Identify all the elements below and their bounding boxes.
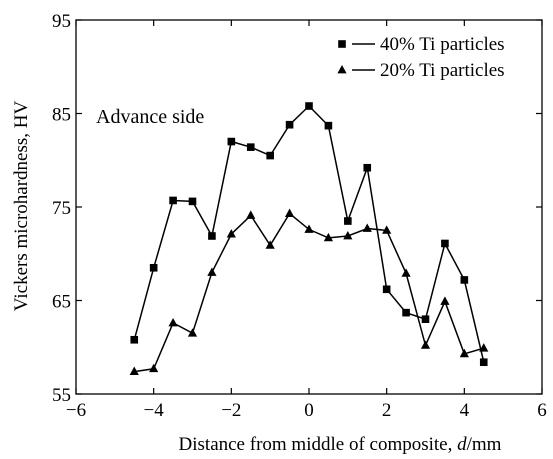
- square-marker: [460, 276, 469, 284]
- annotation-advance-side: Advance side: [96, 106, 204, 128]
- square-marker: [338, 40, 346, 48]
- x-tick-label: 4: [460, 400, 470, 421]
- y-tick-label: 55: [52, 385, 71, 406]
- square-marker: [227, 137, 236, 146]
- square-marker: [149, 263, 158, 272]
- x-axis-label: Distance from middle of composite, d/mm: [179, 434, 502, 455]
- y-tick-label: 85: [52, 105, 71, 126]
- square-marker: [479, 358, 488, 367]
- legend-label: 40% Ti particles: [380, 34, 505, 55]
- square-marker: [246, 143, 255, 151]
- square-marker: [382, 285, 391, 294]
- legend: 40% Ti particles 20% Ti particles: [337, 34, 505, 81]
- y-tick-label: 75: [52, 198, 71, 219]
- triangle-marker: [440, 296, 450, 305]
- triangle-marker: [401, 268, 411, 277]
- triangle-marker: [129, 366, 139, 375]
- triangle-marker: [323, 232, 334, 242]
- x-tick-label: −2: [221, 400, 241, 421]
- square-marker: [266, 151, 274, 160]
- triangle-marker: [284, 208, 295, 217]
- triangle-marker: [187, 328, 198, 337]
- square-marker: [130, 335, 139, 344]
- x-tick-label: −6: [66, 400, 86, 421]
- square-marker: [285, 120, 294, 129]
- x-tick-label: 2: [382, 400, 392, 421]
- x-axis-label-variable: d: [457, 434, 467, 455]
- triangle-marker: [362, 223, 372, 232]
- x-axis-label-prefix: Distance from middle of composite,: [179, 434, 458, 455]
- y-tick-label: 95: [52, 11, 71, 32]
- series-20pct: [129, 208, 489, 375]
- y-tick-label: 65: [52, 292, 71, 313]
- axes: −6 −4 −2 0 2 4 6 55 65 75 85 95: [52, 11, 547, 421]
- square-marker: [305, 102, 313, 110]
- series-layer: [129, 102, 489, 375]
- square-marker: [402, 308, 410, 317]
- series-40pct: [130, 102, 488, 367]
- triangle-marker: [246, 210, 256, 219]
- square-marker: [324, 121, 333, 130]
- legend-item: 40% Ti particles: [338, 34, 505, 55]
- series-line: [134, 212, 485, 373]
- x-tick-label: −4: [144, 400, 165, 421]
- square-marker: [208, 232, 216, 240]
- triangle-marker: [149, 363, 159, 373]
- x-tick-label: 0: [304, 400, 314, 421]
- legend-item: 20% Ti particles: [337, 60, 505, 81]
- x-axis-label-unit: /mm: [467, 434, 502, 455]
- square-marker: [363, 163, 372, 172]
- triangle-marker: [343, 230, 353, 240]
- square-marker: [344, 217, 352, 225]
- triangle-marker: [337, 65, 347, 74]
- triangle-marker: [226, 229, 236, 238]
- x-tick-label: 6: [537, 400, 547, 421]
- square-marker: [441, 239, 449, 248]
- triangle-marker: [304, 224, 314, 233]
- triangle-marker: [479, 343, 489, 352]
- triangle-marker: [420, 340, 431, 349]
- triangle-marker: [168, 317, 178, 327]
- square-marker: [421, 315, 430, 323]
- triangle-marker: [207, 267, 217, 276]
- legend-label: 20% Ti particles: [380, 60, 505, 81]
- triangle-marker: [459, 348, 469, 358]
- series-line: [133, 104, 485, 363]
- triangle-marker: [382, 225, 392, 234]
- square-marker: [169, 196, 177, 205]
- square-marker: [188, 197, 197, 206]
- y-axis-label: Vickers microhardness, HV: [11, 101, 32, 312]
- triangle-marker: [265, 240, 275, 249]
